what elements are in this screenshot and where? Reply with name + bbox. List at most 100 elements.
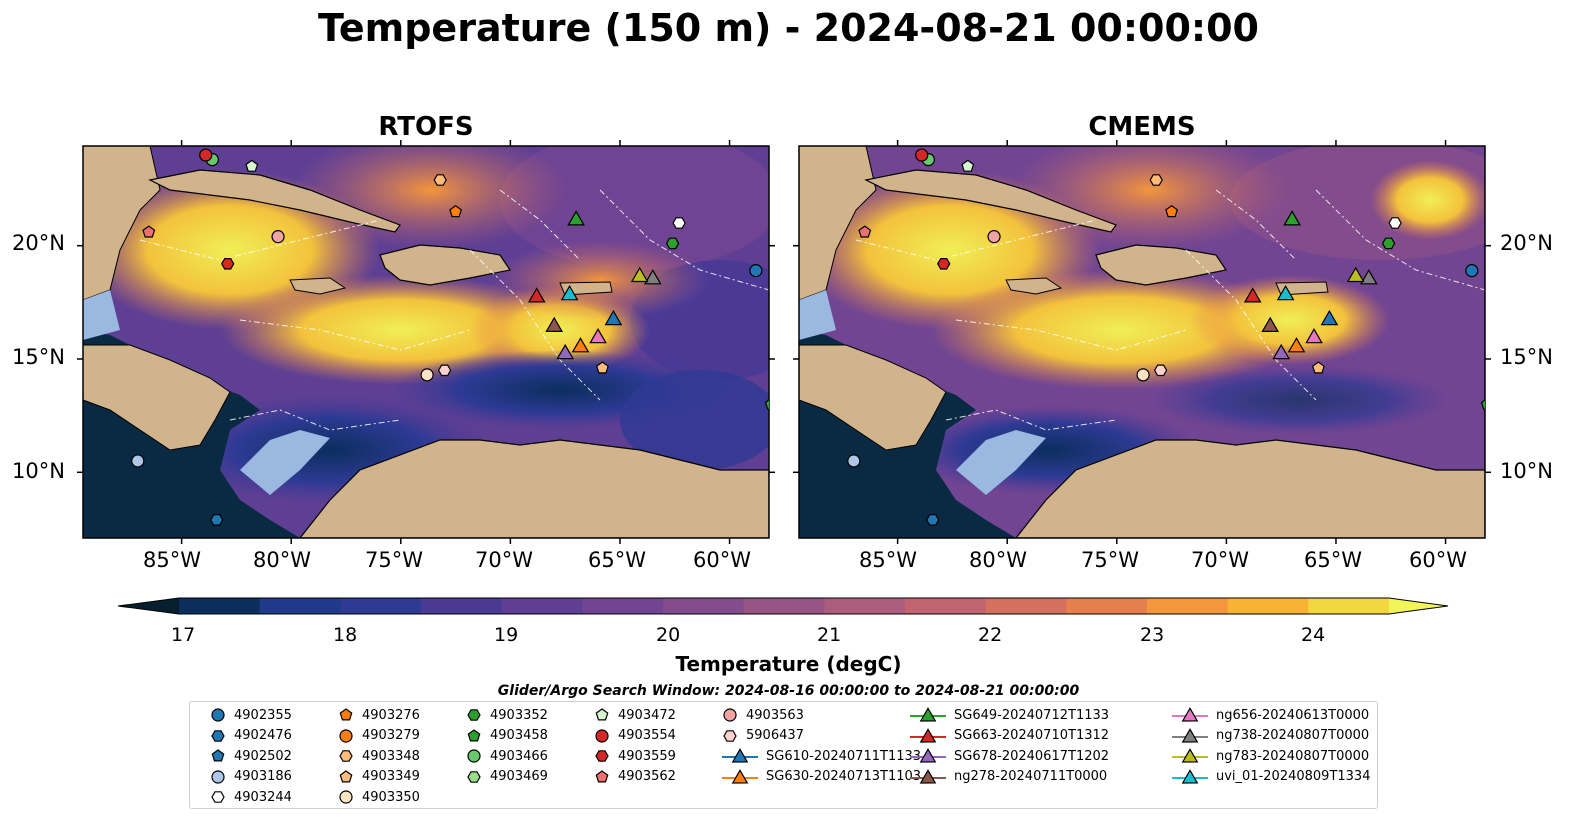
argo-marker-4903562 [142,225,156,238]
argo-marker-4902355 [749,264,763,278]
glider-marker-ng278-20240711T0000 [1261,316,1280,332]
legend-item: 4902476 [208,727,292,745]
legend-item: 4903276 [336,706,420,724]
legend-label: ng738-20240807T0000 [1216,728,1370,743]
glider-legend-marker [1172,748,1208,763]
glider-marker-ng738-20240807T0000 [643,269,662,285]
legend-label: 4903563 [746,707,804,723]
argo-legend-marker [467,770,481,783]
glider-legend-marker [722,748,758,763]
glider-marker-uvi_01-20240809T1334 [1276,285,1295,301]
legend-marker-icon [339,708,353,721]
shelf-region [240,430,330,495]
argo-legend-marker [467,728,481,741]
cold-region [620,370,769,470]
argo-legend-marker [211,769,225,784]
lat-label: 10°N [12,459,65,483]
glider-legend-marker [722,768,758,784]
central-america-land [83,344,231,451]
colorbar-segment [985,598,1067,614]
argo-legend-marker [723,729,737,742]
rtofs-map-frame [82,145,770,539]
argo-marker-4903458 [764,399,769,410]
legend-item: 4903469 [464,768,548,786]
lon-label: 60°W [693,548,751,572]
glider-legend-marker [1172,727,1208,743]
legend-marker-icon [723,708,737,722]
lat-label: 10°N [1500,459,1553,483]
legend-item: 4903554 [592,727,676,745]
argo-legend-marker [211,791,225,803]
glider-marker-SG630-20240713T1103 [571,337,590,353]
colorbar-tick: 20 [656,624,681,646]
central-america-land [799,344,947,451]
glider-marker-SG610-20240711T1133 [604,309,623,326]
glider-legend-marker [1172,707,1208,722]
colorbar-over-extend [1389,598,1448,614]
argo-marker-4903244 [672,217,686,229]
glider-legend-marker [910,768,946,784]
legend-label: 4902355 [234,707,292,723]
colorbar-segment [1147,598,1229,614]
legend-marker-icon [595,728,609,743]
argo-legend-marker [339,790,353,804]
hispaniola-land [379,244,511,286]
map-panels [77,140,1491,544]
glider-legend-marker [910,707,946,722]
lat-label: 20°N [12,231,65,255]
argo-marker-4903276 [1165,204,1179,218]
legend-marker-icon [1181,727,1199,743]
legend-item: 4902502 [208,747,292,765]
legend-marker-icon [731,748,749,763]
argo-marker-4903458 [1480,399,1485,410]
glider-marker-SG678-20240617T1202 [1272,343,1291,360]
colorbar-segment [905,598,987,614]
legend-item: 4903350 [336,788,420,806]
glider-marker-SG610-20240711T1133 [1320,309,1339,326]
colorbar-tick: 21 [817,624,842,646]
colorbar-label: Temperature (degC) [675,652,902,676]
legend-label: 4903562 [618,769,676,784]
hispaniola-land [1095,244,1227,286]
legend-label: 4903186 [234,769,292,784]
cuba-land [148,169,401,233]
argo-marker-4903563 [271,230,285,244]
legend-item: SG678-20240617T1202 [908,747,1109,765]
argo-legend-marker [211,708,225,722]
argo-marker-4903559 [937,258,951,270]
argo-marker-4903348 [433,174,447,186]
lon-label: 75°W [365,548,423,572]
argo-marker-5906437 [1153,364,1168,377]
legend-label: ng783-20240807T0000 [1216,748,1370,764]
legend-label: 4902476 [234,728,292,743]
legend-item: SG630-20240713T1103 [720,768,921,786]
legend-item: 4903458 [464,727,548,745]
rtofs-markers [131,148,769,526]
legend-label: 4903466 [490,748,548,764]
cold-region [1150,365,1450,435]
legend-item: 4903563 [720,706,804,724]
argo-marker-4903186 [131,454,145,468]
lon-label: 80°W [969,548,1027,572]
legend-item: ng278-20240711T0000 [908,768,1107,786]
glider-marker-SG663-20240710T1312 [527,287,546,303]
legend-marker-icon [211,729,225,742]
legend-label: ng656-20240613T0000 [1216,707,1370,723]
colorbar-outline [117,597,1449,615]
colorbar-tick: 22 [978,624,1003,646]
field-patch [500,146,769,270]
legend-item: SG649-20240712T1133 [908,706,1109,724]
legend-marker-icon [211,791,225,803]
shelf-region [83,290,120,340]
argo-marker-4903352 [1381,237,1396,250]
legend-marker-icon [919,727,937,743]
argo-marker-4903276 [449,204,463,218]
legend-item: 4903348 [336,747,420,765]
legend-marker-icon [1181,768,1199,784]
legend-title: Glider/Argo Search Window: 2024-08-16 00… [497,683,1080,699]
argo-legend-marker [339,750,353,762]
lon-label: 65°W [1304,548,1362,572]
argo-marker-4903349 [595,361,609,374]
legend-marker-icon [1181,707,1199,722]
lon-label: 70°W [475,548,533,572]
